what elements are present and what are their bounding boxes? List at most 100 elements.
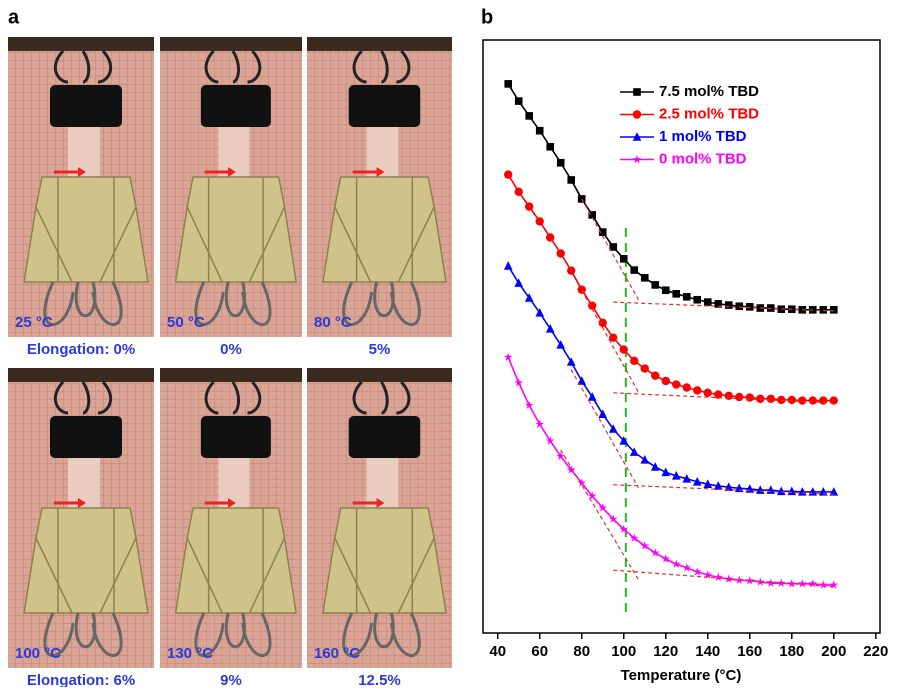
elongation-label: 9% <box>220 672 242 687</box>
x-tick-label: 60 <box>531 643 548 660</box>
elongation-label: Elongation: 6% <box>27 672 135 687</box>
marker <box>536 217 544 225</box>
photo <box>160 37 302 337</box>
x-tick-label: 80 <box>573 643 590 660</box>
marker <box>672 380 680 388</box>
x-tick-label: 160 <box>737 643 762 660</box>
marker <box>661 554 670 562</box>
marker <box>651 371 659 379</box>
marker <box>693 296 701 304</box>
marker <box>620 255 628 263</box>
x-tick-label: 180 <box>779 643 804 660</box>
marker <box>819 306 827 314</box>
marker <box>578 285 586 293</box>
x-tick-label: 40 <box>489 643 506 660</box>
marker <box>704 298 712 306</box>
marker <box>557 159 565 167</box>
tangent-line <box>582 199 639 300</box>
marker <box>515 97 523 105</box>
temperature-label: 50 °C <box>167 314 205 331</box>
marker <box>830 306 838 314</box>
marker <box>640 455 649 464</box>
marker <box>536 127 544 135</box>
marker <box>651 462 660 471</box>
marker <box>725 301 733 309</box>
series-line <box>508 266 834 492</box>
marker <box>630 266 638 274</box>
marker <box>546 233 554 241</box>
marker <box>630 357 638 365</box>
photo <box>160 368 302 668</box>
elongation-label: 5% <box>369 341 391 358</box>
marker <box>504 353 513 361</box>
marker <box>704 389 712 397</box>
marker <box>683 383 691 391</box>
marker <box>725 392 733 400</box>
x-tick-label: 140 <box>695 643 720 660</box>
x-tick-label: 220 <box>863 643 888 660</box>
panel-label: b <box>481 6 493 28</box>
photo <box>8 37 154 337</box>
temperature-label: 160 °C <box>314 645 360 662</box>
marker <box>683 293 691 301</box>
marker <box>767 395 775 403</box>
marker <box>735 393 743 401</box>
marker <box>830 396 838 404</box>
x-tick-label: 100 <box>611 643 636 660</box>
marker <box>819 396 827 404</box>
marker <box>746 393 754 401</box>
marker <box>746 303 754 311</box>
marker <box>672 560 681 568</box>
panel-label: a <box>8 6 20 28</box>
marker <box>633 110 641 118</box>
series-line <box>508 357 834 585</box>
temperature-label: 25 °C <box>15 314 53 331</box>
figure: a b Temperature (°C) 25 °C Elongation: 0%… <box>0 0 897 687</box>
marker <box>557 249 565 257</box>
marker <box>525 112 533 120</box>
marker <box>662 286 670 294</box>
marker <box>633 88 641 96</box>
marker <box>525 202 533 210</box>
x-tick-label: 200 <box>821 643 846 660</box>
x-tick-label: 120 <box>653 643 678 660</box>
legend-label: 7.5 mol% TBD <box>659 83 759 100</box>
marker <box>641 364 649 372</box>
marker <box>567 176 575 184</box>
photo <box>307 37 452 337</box>
marker <box>809 396 817 404</box>
marker <box>504 170 512 178</box>
elongation-label: 0% <box>220 341 242 358</box>
temperature-label: 100 °C <box>15 645 61 662</box>
series-line <box>508 175 834 401</box>
marker <box>567 266 575 274</box>
elongation-label: 12.5% <box>358 672 401 687</box>
legend-label: 2.5 mol% TBD <box>659 105 759 122</box>
marker <box>514 378 523 386</box>
marker <box>662 377 670 385</box>
marker <box>515 188 523 196</box>
marker <box>651 281 659 289</box>
marker <box>525 401 534 409</box>
marker <box>620 345 628 353</box>
x-axis-label: Temperature (°C) <box>621 667 742 684</box>
marker <box>546 143 554 151</box>
legend-label: 1 mol% TBD <box>659 128 747 145</box>
marker <box>693 386 701 394</box>
tangent-line <box>571 370 638 488</box>
marker <box>798 396 806 404</box>
photo <box>307 368 452 668</box>
marker <box>504 80 512 88</box>
tangent-line <box>582 290 639 392</box>
legend-label: 0 mol% TBD <box>659 150 747 167</box>
marker <box>504 261 513 270</box>
elongation-label: Elongation: 0% <box>27 341 135 358</box>
marker <box>735 302 743 310</box>
marker <box>672 290 680 298</box>
marker <box>535 420 544 428</box>
temperature-label: 80 °C <box>314 314 352 331</box>
photo <box>8 368 154 668</box>
marker <box>641 274 649 282</box>
marker <box>661 467 670 476</box>
marker <box>756 395 764 403</box>
